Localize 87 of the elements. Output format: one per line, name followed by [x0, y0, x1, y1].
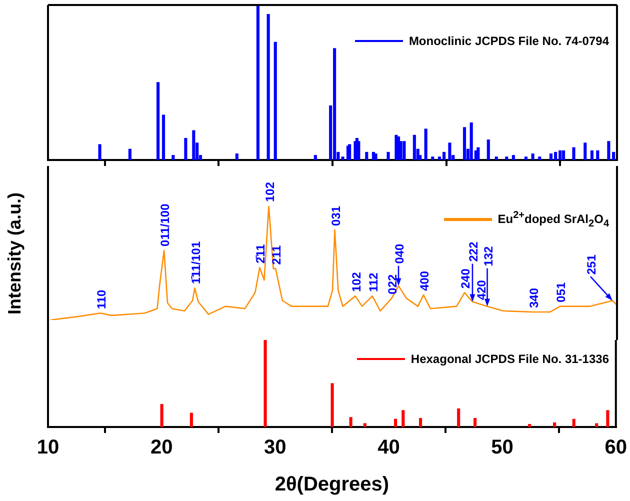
- annotation: 051: [554, 282, 568, 302]
- bar: [524, 156, 528, 160]
- bar: [470, 122, 473, 160]
- bar: [349, 417, 352, 427]
- y-axis-title: Intensity (a.u.): [4, 192, 26, 314]
- bar: [386, 152, 390, 160]
- x-tick-label: 60: [604, 436, 627, 459]
- bar: [584, 142, 587, 160]
- bar: [235, 153, 238, 160]
- bar: [274, 42, 277, 160]
- bar: [505, 156, 508, 160]
- annotation: 1̄11/101: [188, 241, 203, 284]
- bar: [98, 144, 102, 160]
- annotation: 222: [466, 241, 480, 262]
- annotation: 011/100: [158, 203, 172, 246]
- x-tick-label: 10: [36, 436, 60, 459]
- bar: [160, 404, 164, 427]
- bar: [549, 153, 553, 160]
- annotation: 110: [94, 289, 108, 310]
- bar: [394, 418, 398, 427]
- bar: [606, 410, 610, 427]
- bar: [512, 155, 515, 160]
- annotation: 040: [392, 243, 407, 264]
- bar: [562, 150, 566, 160]
- bar: [162, 114, 166, 160]
- bar: [192, 130, 196, 160]
- x-tick-label: 40: [378, 436, 400, 459]
- annotation: 022: [386, 274, 400, 294]
- bar: [553, 422, 556, 427]
- bar: [595, 423, 598, 427]
- annotation: 340: [526, 288, 541, 308]
- bar: [330, 383, 334, 427]
- bar: [402, 410, 405, 427]
- bar: [596, 150, 600, 160]
- annotation: 102: [349, 272, 364, 292]
- bar: [402, 141, 406, 160]
- bar: [172, 155, 175, 160]
- bar: [314, 155, 317, 160]
- bar: [333, 48, 336, 160]
- annotation: 102: [262, 182, 277, 202]
- bar: [184, 138, 188, 160]
- x-tick-label: 30: [264, 436, 286, 459]
- bar: [264, 340, 267, 427]
- bar: [363, 423, 366, 427]
- bar: [365, 152, 368, 160]
- legend-label: Eu$^{2+}$doped SrAl$_{2}$O$_{4}$: [498, 210, 609, 230]
- bar: [531, 153, 534, 160]
- legend-label: Monoclinic JCPDS File No. 74-0794: [408, 34, 609, 48]
- legend-label: Hexagonal JCPDS File No. 31-1336: [410, 352, 609, 366]
- bar: [612, 152, 616, 160]
- bar: [266, 14, 270, 160]
- x-tick-label: 20: [150, 436, 173, 459]
- annotation: 112: [366, 272, 380, 292]
- bar: [457, 408, 460, 427]
- annotation: 031: [328, 206, 343, 226]
- bar: [431, 156, 434, 160]
- bar: [442, 152, 446, 160]
- bar: [448, 142, 452, 160]
- bar: [190, 412, 193, 427]
- bar: [494, 156, 498, 160]
- bar: [528, 424, 532, 427]
- bar: [572, 418, 576, 427]
- annotation: 420: [474, 280, 488, 300]
- bar: [256, 5, 260, 160]
- bar: [156, 82, 160, 160]
- bar: [572, 147, 576, 160]
- bar: [357, 141, 360, 160]
- bar: [424, 128, 428, 160]
- annotation: 132: [481, 246, 496, 266]
- bar: [419, 418, 422, 427]
- bar: [607, 141, 610, 160]
- bar: [476, 147, 480, 160]
- annotation: 251: [584, 254, 598, 275]
- bar: [486, 140, 490, 160]
- bar: [128, 148, 132, 160]
- annotation: 2̄11: [254, 244, 268, 264]
- annotation: 211: [270, 245, 284, 265]
- bar: [412, 134, 416, 160]
- bar: [374, 153, 378, 160]
- x-tick-label: 50: [491, 436, 514, 459]
- x-axis-title: 2θ(Degrees): [274, 474, 390, 496]
- annotation: 240: [458, 268, 473, 289]
- bar: [590, 150, 594, 160]
- bar: [538, 156, 542, 160]
- bar: [462, 127, 466, 160]
- annotation: 400: [418, 270, 432, 291]
- bar: [474, 418, 477, 427]
